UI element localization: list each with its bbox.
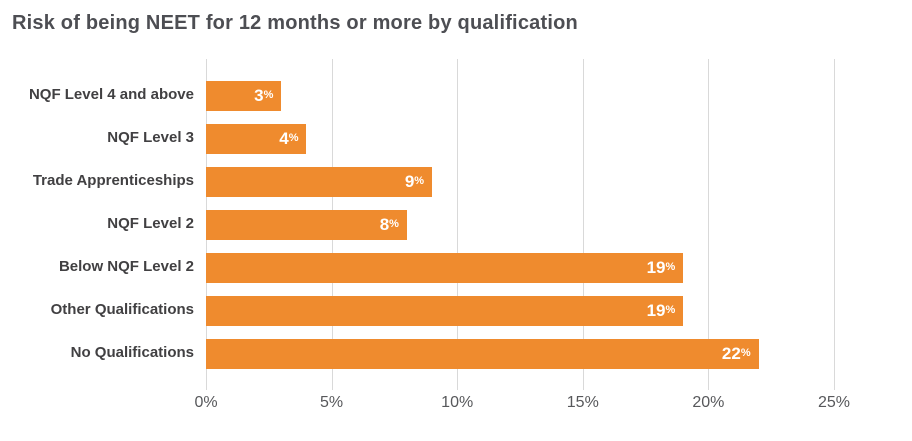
x-axis: 0% 5% 10% 15% 20% 25%: [10, 394, 850, 416]
x-axis-ticks: 0% 5% 10% 15% 20% 25%: [194, 394, 850, 416]
bar-value-label: 9%: [404, 171, 425, 191]
bar-row: 22%: [206, 332, 834, 375]
bar-row: 9%: [206, 160, 834, 203]
bar-value-label: 8%: [379, 214, 399, 234]
chart-title: Risk of being NEET for 12 months or more…: [12, 12, 578, 34]
bar-value-label: 19%: [646, 257, 676, 277]
bar-value-label: 3%: [254, 85, 274, 105]
x-axis-tick-label: 20%: [692, 394, 725, 411]
category-labels-column: NQF Level 4 and above NQF Level 3 Trade Ap…: [10, 59, 206, 390]
bar-row: 4%: [206, 117, 834, 160]
category-label: NQF Level 3: [107, 129, 194, 147]
bar: 9%: [206, 166, 433, 197]
x-axis-tick-label: 10%: [441, 394, 474, 411]
bars-layer: 3% 4% 9% 8% 19% 19% 22%: [206, 74, 834, 375]
x-axis-tick-label: 15%: [566, 394, 599, 411]
bar: 4%: [206, 123, 307, 154]
bar: 8%: [206, 209, 407, 240]
bar: 22%: [206, 338, 759, 369]
category-label: Other Qualifications: [50, 301, 194, 319]
category-label: NQF Level 2: [107, 215, 194, 233]
bar-chart: NQF Level 4 and above NQF Level 3 Trade Ap…: [10, 59, 912, 416]
bar-row: 3%: [206, 74, 834, 117]
gridline: [582, 59, 584, 390]
category-label: Trade Apprenticeships: [32, 172, 194, 190]
category-label: NQF Level 4 and above: [28, 86, 194, 104]
bar: 19%: [206, 295, 684, 326]
bar-row: 19%: [206, 289, 834, 332]
bar-row: 19%: [206, 246, 834, 289]
gridline: [708, 59, 710, 390]
bar-value-label: 22%: [721, 343, 751, 363]
bar-value-label: 4%: [279, 128, 299, 148]
bar: 19%: [206, 252, 684, 283]
gridline: [834, 59, 835, 390]
bar-row: 8%: [206, 203, 834, 246]
chart-page: Risk of being NEET for 12 months or more…: [10, 12, 912, 416]
x-axis-tick-label: 5%: [320, 394, 344, 411]
bar-value-label: 19%: [646, 300, 676, 320]
x-axis-tick-label: 0%: [194, 394, 218, 411]
gridline: [457, 59, 459, 390]
bar: 3%: [206, 80, 282, 111]
plot-area: 3% 4% 9% 8% 19% 19% 22%: [206, 59, 835, 390]
category-label: No Qualifications: [70, 344, 194, 362]
category-label: Below NQF Level 2: [58, 258, 194, 276]
x-axis-tick-label: 25%: [817, 394, 851, 411]
